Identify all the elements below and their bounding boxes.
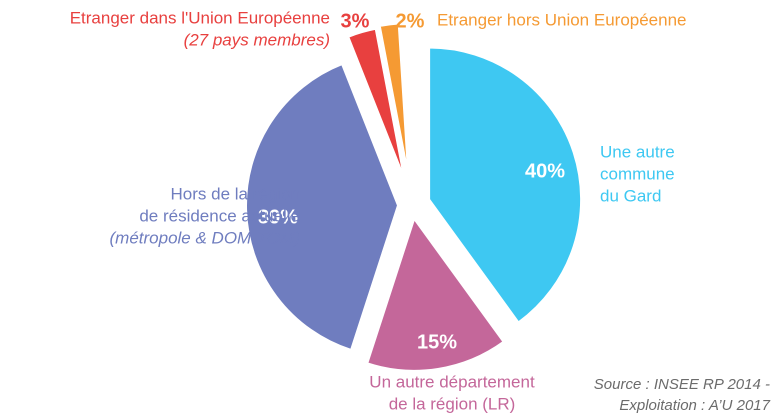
category-sublabel: (métropole & DOM-TOM) <box>110 228 301 247</box>
category-sublabel: (27 pays membres) <box>184 30 330 49</box>
category-label: Etranger hors Union Européenne <box>437 10 687 29</box>
value-label: 39% <box>258 206 298 228</box>
pie-slice <box>378 22 410 176</box>
pie-slice <box>346 27 406 179</box>
category-label: Etranger dans l'Union Européenne <box>70 8 330 27</box>
value-label: 2% <box>396 10 425 32</box>
pie-slice <box>365 216 505 372</box>
source: Exploitation : A’U 2017 <box>619 397 770 414</box>
value-label: 3% <box>341 10 370 32</box>
value-label: 15% <box>417 331 457 353</box>
pie-slice <box>245 62 400 352</box>
category-label: de résidence actuelle <box>139 206 300 225</box>
category-label: Une autre <box>600 142 675 161</box>
pie-slice <box>428 46 583 324</box>
category-label: de la région (LR) <box>389 394 516 413</box>
source: Source : INSEE RP 2014 - <box>594 376 770 393</box>
category-label: du Gard <box>600 186 661 205</box>
category-label: Hors de la région <box>171 184 300 203</box>
category-label: Un autre département <box>369 372 535 391</box>
category-label: commune <box>600 164 675 183</box>
value-label: 40% <box>525 160 565 182</box>
